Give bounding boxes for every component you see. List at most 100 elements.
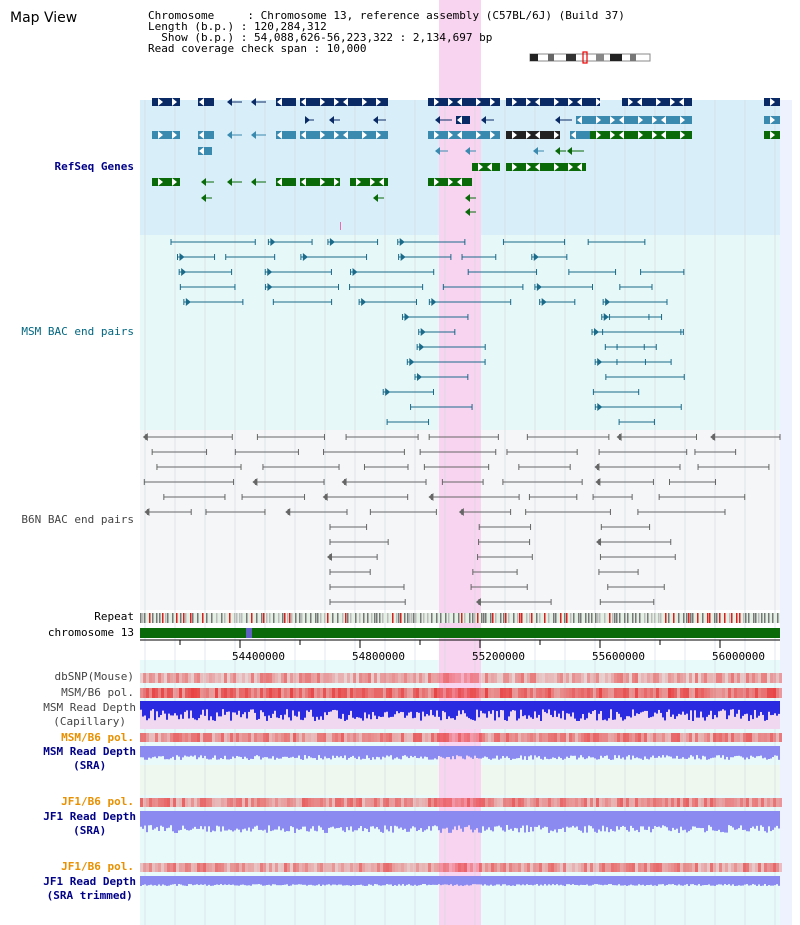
msm-b6-pol-density bbox=[599, 688, 602, 698]
jf1-b6-pol-density bbox=[452, 798, 455, 807]
jf1-read-depth-trimmed bbox=[558, 876, 560, 886]
msm-b6-pol-2-density bbox=[515, 733, 518, 742]
jf1-b6-pol-2-density bbox=[581, 863, 584, 872]
track-label-msm-read-sra[interactable]: MSM Read Depth (SRA) bbox=[43, 745, 136, 773]
jf1-b6-pol-density bbox=[374, 798, 377, 807]
msm-b6-pol-2-density bbox=[620, 733, 623, 742]
track-label-jf1-read-sra[interactable]: JF1 Read Depth (SRA) bbox=[43, 810, 136, 838]
refseq-gene-exon bbox=[435, 116, 440, 124]
jf1-read-depth-sra bbox=[682, 811, 684, 831]
jf1-b6-pol-density bbox=[551, 798, 554, 807]
msm-b6-pol-2-density bbox=[641, 733, 644, 742]
msm-b6-pol-density bbox=[197, 688, 200, 698]
msm-read-depth-capillary bbox=[216, 701, 218, 713]
jf1-read-depth-sra bbox=[510, 811, 512, 829]
repeat-element bbox=[315, 613, 317, 623]
jf1-read-depth-trimmed bbox=[428, 876, 430, 885]
track-label-msm-bac[interactable]: MSM BAC end pairs bbox=[21, 325, 134, 338]
msm-read-depth-sra bbox=[672, 746, 674, 759]
gene-strand-arrow bbox=[554, 131, 559, 139]
msm-read-depth-sra bbox=[604, 746, 606, 757]
msm-b6-pol-density bbox=[332, 688, 335, 698]
jf1-b6-pol-density bbox=[710, 798, 713, 807]
jf1-read-depth-sra bbox=[206, 811, 208, 832]
msm-read-depth-capillary bbox=[488, 701, 490, 712]
msm-b6-pol-2-density bbox=[545, 733, 548, 742]
msm-read-depth-sra bbox=[448, 746, 450, 757]
track-label-msm-read-cap[interactable]: MSM Read Depth (Capillary) bbox=[43, 701, 136, 729]
msm-read-depth-sra bbox=[172, 746, 174, 757]
dbsnp-density bbox=[449, 673, 452, 683]
msm-read-depth-capillary bbox=[500, 701, 502, 710]
msm-bac-arrow bbox=[267, 283, 273, 291]
jf1-read-depth-sra bbox=[290, 811, 292, 827]
jf1-b6-pol-2-density bbox=[476, 863, 479, 872]
dbsnp-density bbox=[599, 673, 602, 683]
gene-strand-arrow bbox=[376, 98, 381, 106]
jf1-read-depth-sra bbox=[528, 811, 530, 833]
jf1-b6-pol-2-density bbox=[635, 863, 638, 872]
jf1-b6-pol-density bbox=[683, 798, 686, 807]
dbsnp-density bbox=[248, 673, 251, 683]
jf1-read-depth-trimmed bbox=[684, 876, 686, 885]
jf1-read-depth-trimmed bbox=[454, 876, 456, 886]
repeat-element bbox=[453, 613, 455, 623]
refseq-gene-exon bbox=[373, 194, 378, 202]
repeat-element bbox=[371, 613, 373, 623]
dbsnp-density bbox=[224, 673, 227, 683]
repeat-element bbox=[180, 613, 182, 623]
track-label-msm-b6-pol[interactable]: MSM/B6 pol. bbox=[61, 686, 134, 699]
track-label-dbsnp[interactable]: dbSNP(Mouse) bbox=[54, 670, 134, 683]
jf1-b6-pol-density bbox=[629, 798, 632, 807]
jf1-read-depth-trimmed bbox=[474, 876, 476, 885]
msm-read-depth-capillary bbox=[702, 701, 704, 718]
jf1-b6-pol-density bbox=[188, 798, 191, 807]
track-label-jf1-b6-pol[interactable]: JF1/B6 pol. bbox=[61, 795, 134, 808]
repeat-element bbox=[287, 613, 289, 623]
dbsnp-density bbox=[749, 673, 752, 683]
msm-b6-pol-2-density bbox=[356, 733, 359, 742]
track-label-jf1-read-trim[interactable]: JF1 Read Depth (SRA trimmed) bbox=[43, 875, 136, 903]
msm-read-depth-capillary bbox=[282, 701, 284, 720]
track-label-b6n-bac[interactable]: B6N BAC end pairs bbox=[21, 513, 134, 526]
jf1-read-depth-sra bbox=[216, 811, 218, 826]
msm-b6-pol-density bbox=[275, 688, 278, 698]
msm-b6-pol-density bbox=[773, 688, 776, 698]
jf1-read-depth-trimmed bbox=[160, 876, 162, 886]
dbsnp-density bbox=[689, 673, 692, 683]
jf1-read-depth-sra bbox=[386, 811, 388, 830]
jf1-read-depth-trimmed bbox=[154, 876, 156, 886]
msm-read-depth-capillary bbox=[676, 701, 678, 717]
jf1-read-depth-sra bbox=[416, 811, 418, 832]
dbsnp-density bbox=[452, 673, 455, 683]
msm-read-depth-sra bbox=[494, 746, 496, 759]
dbsnp-density bbox=[284, 673, 287, 683]
jf1-read-depth-trimmed bbox=[666, 876, 668, 885]
msm-b6-pol-2-density bbox=[692, 733, 695, 742]
msm-bac-arrow bbox=[541, 298, 547, 306]
jf1-b6-pol-2-density bbox=[461, 863, 464, 872]
repeat-element bbox=[284, 613, 286, 623]
msm-read-depth-capillary bbox=[566, 701, 568, 714]
gene-strand-arrow bbox=[158, 131, 163, 139]
track-label-refseq[interactable]: RefSeq Genes bbox=[54, 160, 134, 173]
dbsnp-density bbox=[356, 673, 359, 683]
track-label-jf1-b6-pol-2[interactable]: JF1/B6 pol. bbox=[61, 860, 134, 873]
track-label-chromosome[interactable]: chromosome 13 bbox=[47, 626, 134, 639]
jf1-read-depth-sra bbox=[768, 811, 770, 827]
jf1-read-depth-sra bbox=[686, 811, 688, 833]
msm-b6-pol-2-density bbox=[425, 733, 428, 742]
track-label-msm-b6-pol-2[interactable]: MSM/B6 pol. bbox=[61, 731, 134, 744]
msm-read-depth-sra bbox=[266, 746, 268, 758]
repeat-element bbox=[347, 613, 349, 623]
jf1-b6-pol-density bbox=[350, 798, 353, 807]
jf1-read-depth-trimmed bbox=[170, 876, 172, 885]
dbsnp-density bbox=[476, 673, 479, 683]
msm-read-depth-sra bbox=[272, 746, 274, 757]
track-label-repeat[interactable]: Repeat bbox=[94, 610, 134, 623]
jf1-b6-pol-density bbox=[737, 798, 740, 807]
msm-read-depth-sra bbox=[652, 746, 654, 756]
msm-read-depth-capillary bbox=[220, 701, 222, 717]
jf1-b6-pol-density bbox=[548, 798, 551, 807]
